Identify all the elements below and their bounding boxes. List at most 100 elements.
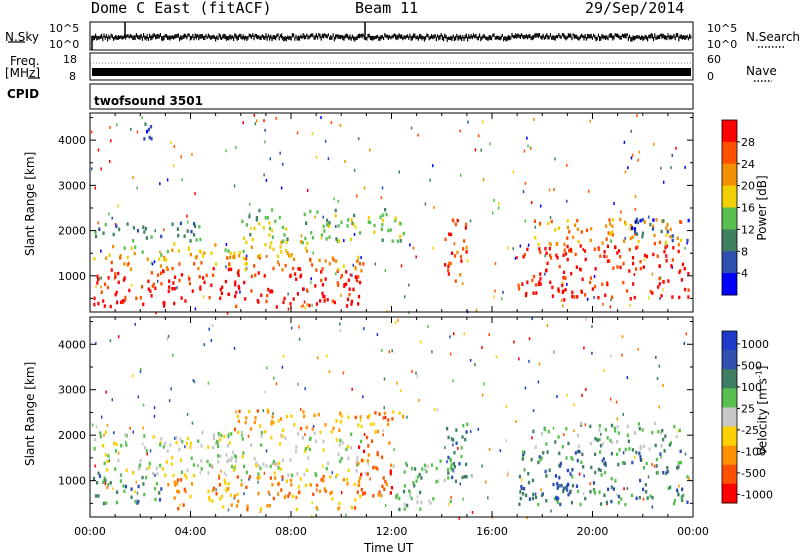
- power-cell: [173, 301, 176, 306]
- velocity-cell: [138, 463, 142, 467]
- velocity-cell: [638, 495, 641, 500]
- velocity-ytick-label: 2000: [58, 429, 86, 442]
- velocity-cell: [585, 388, 587, 392]
- power-cell: [655, 218, 658, 222]
- power-cell: [121, 299, 125, 303]
- power-cell: [606, 255, 608, 259]
- velocity-cell: [389, 471, 392, 476]
- power-cell: [150, 136, 153, 141]
- velocity-cell: [392, 464, 395, 468]
- power-cell: [641, 218, 644, 222]
- velocity-cell: [600, 502, 603, 506]
- velocity-cell: [102, 501, 106, 506]
- velocity-cell: [583, 474, 585, 478]
- power-cell: [597, 295, 600, 300]
- velocity-cell: [583, 346, 585, 350]
- power-cell: [163, 255, 166, 260]
- power-cell: [337, 199, 340, 203]
- velocity-cell: [426, 464, 429, 469]
- power-cell: [630, 156, 633, 160]
- velocity-cell: [158, 491, 161, 495]
- power-cell: [558, 264, 561, 269]
- power-cell: [132, 226, 136, 230]
- power-cell: [118, 227, 121, 232]
- power-cell: [269, 157, 272, 161]
- velocity-cell: [610, 451, 614, 456]
- velocity-cell: [350, 432, 353, 436]
- power-cell: [629, 223, 633, 228]
- velocity-cell: [357, 461, 360, 466]
- velocity-cell: [605, 500, 609, 505]
- power-cell: [357, 137, 360, 141]
- power-cell: [143, 230, 146, 234]
- velocity-cell: [351, 387, 353, 391]
- power-cell: [538, 221, 542, 226]
- power-cell: [665, 254, 668, 258]
- velocity-cell: [259, 507, 263, 511]
- velocity-cell: [601, 459, 603, 463]
- velocity-cell: [160, 487, 163, 491]
- power-cell: [566, 219, 569, 223]
- power-cell: [323, 299, 326, 303]
- velocity-cell: [255, 461, 258, 465]
- power-cell: [172, 164, 175, 168]
- velocity-cell: [210, 339, 213, 343]
- power-cell: [298, 267, 302, 271]
- nave-series: [92, 68, 691, 76]
- power-cell: [103, 304, 106, 308]
- velocity-cell: [591, 351, 593, 355]
- velocity-cell: [654, 443, 657, 448]
- power-cell: [343, 284, 346, 288]
- velocity-cell: [376, 429, 380, 434]
- velocity-cell: [679, 449, 682, 454]
- power-cell: [265, 178, 268, 182]
- velocity-cell: [104, 430, 107, 435]
- velocity-cell: [534, 492, 537, 496]
- power-cell: [128, 288, 131, 293]
- power-cell: [556, 241, 559, 246]
- velocity-cell: [676, 488, 679, 493]
- velocity-cell: [495, 355, 498, 359]
- velocity-cell: [149, 449, 152, 453]
- velocity-cell: [246, 507, 249, 512]
- velocity-cell: [651, 430, 654, 435]
- velocity-cell: [466, 422, 469, 427]
- velocity-cell: [290, 483, 293, 487]
- power-cell: [566, 244, 569, 249]
- velocity-cell: [594, 436, 597, 441]
- power-colorbar-tick-label: 28: [741, 136, 755, 149]
- velocity-cell: [280, 488, 283, 492]
- velocity-cell: [103, 476, 106, 481]
- power-cell: [609, 305, 612, 309]
- velocity-cell: [589, 441, 592, 446]
- power-cell: [433, 205, 435, 209]
- velocity-cell: [556, 500, 559, 504]
- velocity-cell: [626, 433, 629, 438]
- power-cell: [374, 262, 377, 266]
- velocity-cell: [167, 334, 170, 338]
- velocity-cell: [378, 412, 381, 416]
- velocity-cell: [358, 476, 362, 480]
- velocity-cell: [342, 371, 345, 375]
- power-cell: [258, 222, 261, 226]
- power-cell: [90, 167, 93, 171]
- power-cell: [305, 249, 309, 253]
- power-cell: [119, 256, 122, 260]
- velocity-cell: [362, 449, 366, 454]
- power-cell: [669, 227, 672, 232]
- power-cell: [253, 226, 256, 231]
- xaxis-label: Time UT: [364, 541, 414, 555]
- velocity-cell: [638, 451, 641, 456]
- power-cell: [296, 131, 299, 135]
- power-cell: [230, 267, 233, 272]
- velocity-cell: [119, 473, 123, 477]
- velocity-cell: [519, 496, 522, 501]
- velocity-cell: [362, 491, 365, 496]
- velocity-cell: [403, 502, 406, 507]
- power-cell: [576, 295, 579, 299]
- velocity-cell: [237, 430, 240, 435]
- power-cell: [286, 251, 289, 255]
- velocity-cell: [547, 429, 550, 434]
- velocity-cell: [461, 435, 464, 439]
- velocity-cell: [229, 458, 233, 462]
